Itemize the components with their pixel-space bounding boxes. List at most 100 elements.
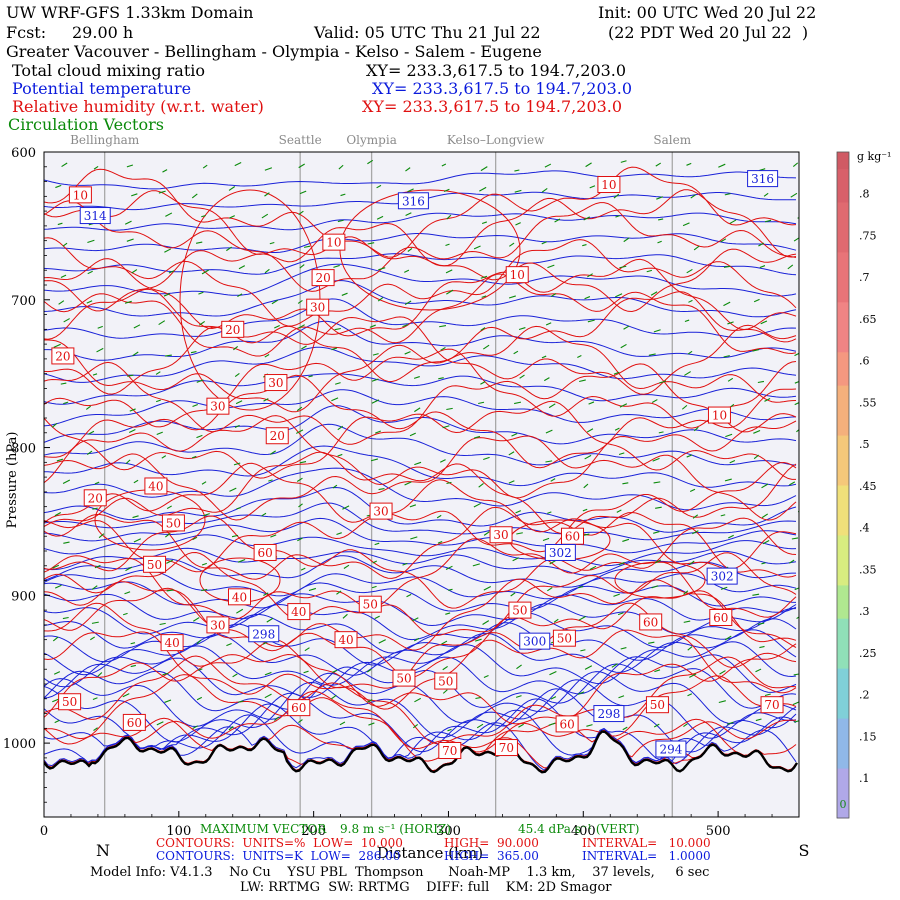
theta-contour-label: 294 (659, 743, 682, 757)
y-axis-label: Pressure (hPa) (5, 432, 20, 529)
rh-contour-label-box (639, 613, 663, 631)
circulation-vector (333, 264, 340, 268)
circulation-vector (653, 329, 661, 333)
circulation-vector (446, 481, 452, 485)
rh-contour-label: 50 (62, 695, 77, 709)
circulation-vector (412, 617, 419, 622)
circulation-vector (764, 219, 772, 223)
colorbar-segment (837, 451, 849, 469)
circulation-vector (53, 343, 61, 348)
rh-contour (614, 561, 706, 599)
circulation-vector (56, 458, 64, 462)
rh-contour-label-box (264, 374, 288, 392)
circulation-vector (690, 194, 696, 199)
rh-contour (44, 639, 797, 725)
circulation-vector (653, 481, 661, 484)
circulation-vector (342, 505, 350, 510)
circulation-vector (263, 592, 269, 596)
rh-contour (44, 200, 797, 292)
circulation-vector (442, 689, 448, 694)
circulation-vector (367, 159, 374, 165)
circulation-vector (233, 462, 241, 466)
rh-contour (44, 237, 797, 327)
circulation-vector (165, 532, 171, 538)
circulation-vector (303, 670, 309, 674)
rh-contour-label-box (143, 555, 167, 573)
circulation-vector (156, 399, 161, 403)
rh-contour-label-box (760, 696, 784, 714)
circulation-vector (793, 673, 799, 676)
circulation-vector (620, 343, 627, 349)
theta-contour (44, 688, 797, 753)
theta-contour-label: 316 (751, 172, 774, 186)
rh-contour (44, 273, 797, 357)
rh-contour-label-box (358, 595, 382, 613)
circulation-vector (759, 265, 766, 269)
circulation-vector (336, 590, 342, 595)
circulation-vector (796, 616, 799, 620)
circulation-vector (236, 507, 241, 510)
circulation-vector (63, 318, 70, 323)
circulation-vector (684, 319, 690, 322)
circulation-vector (439, 325, 447, 328)
circulation-vector (406, 593, 412, 598)
circulation-vector (753, 430, 761, 434)
rh-contour-label-box (707, 406, 731, 424)
rh-contour-label-box (369, 502, 393, 520)
theta-contour (44, 373, 797, 405)
circulation-vector (228, 725, 234, 731)
valid-local-time: (22 PDT Wed 20 Jul 22 ) (608, 23, 809, 42)
circulation-vector (584, 296, 591, 300)
rh-contour-label: 10 (601, 178, 616, 192)
rh-contour-label-box (645, 696, 669, 714)
circulation-vector (367, 699, 373, 703)
circulation-vector (87, 270, 93, 275)
circulation-vector (757, 622, 765, 626)
rh-contour-label: 40 (338, 633, 353, 647)
circulation-vector (229, 215, 235, 219)
circulation-vector (127, 374, 134, 377)
y-tick-label: 700 (11, 294, 36, 309)
theta-contour-label: 314 (84, 209, 107, 223)
circulation-vector (793, 720, 799, 723)
colorbar-segment (837, 551, 849, 569)
circulation-vector (62, 242, 68, 247)
circulation-vector (656, 196, 663, 200)
circulation-vector (342, 613, 348, 619)
colorbar-tick-label: .7 (859, 271, 870, 284)
rh-contour (44, 578, 797, 651)
circulation-vector (162, 672, 169, 676)
circulation-vector (620, 647, 627, 650)
circulation-vector (548, 403, 556, 409)
colorbar-segment (837, 185, 849, 203)
circulation-vector (616, 509, 622, 513)
end-label-south: S (799, 841, 810, 860)
colorbar-segment (837, 584, 849, 603)
circulation-vector (196, 696, 203, 701)
circulation-vector (755, 718, 762, 722)
route-title: Greater Vacouver - Bellingham - Olympia … (6, 42, 542, 61)
circulation-vector (728, 534, 734, 539)
circulation-vector (308, 375, 313, 378)
rh-contour-label: 40 (148, 479, 163, 493)
theta-contour-label-box (706, 567, 738, 585)
circulation-vector (295, 429, 304, 434)
circulation-vector (480, 381, 486, 385)
colorbar-segment (837, 351, 849, 369)
circulation-vector (439, 459, 446, 463)
circulation-vector (92, 697, 98, 701)
rh-contour-label: 70 (499, 741, 514, 755)
circulation-vector (547, 264, 555, 269)
circulation-vector (233, 345, 239, 351)
circulation-vector (192, 725, 198, 729)
circulation-vector (474, 435, 481, 439)
theta-contour-label-box (397, 192, 429, 210)
circulation-vector (93, 166, 99, 170)
x-tick-label: 100 (166, 824, 191, 839)
circulation-vector (683, 723, 688, 727)
circulation-vector (478, 482, 484, 488)
circulation-vector (586, 724, 593, 727)
circulation-vector (686, 454, 693, 458)
circulation-vector (162, 169, 168, 173)
circulation-vector (653, 531, 660, 534)
